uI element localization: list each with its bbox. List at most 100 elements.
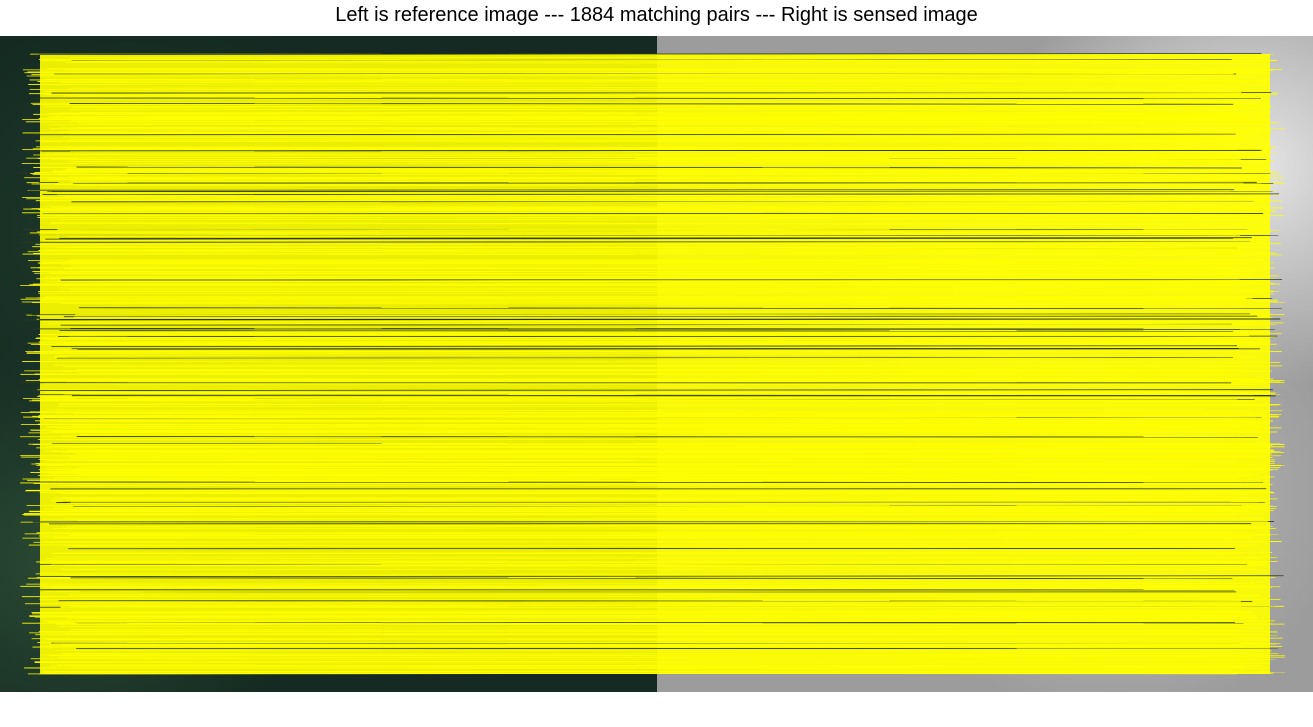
match-line	[74, 451, 1285, 454]
match-line	[69, 101, 1241, 104]
match-line	[45, 557, 1260, 560]
match-line	[30, 658, 1245, 660]
match-line	[69, 86, 1239, 89]
match-line	[69, 457, 1273, 459]
match-line	[65, 260, 1251, 263]
match-line	[56, 405, 1271, 407]
match-line	[34, 172, 1234, 174]
match-line	[78, 523, 1244, 526]
match-line	[20, 423, 1268, 426]
match-line	[77, 466, 1232, 469]
match-line	[72, 610, 1240, 612]
match-line	[43, 91, 1242, 93]
match-line	[42, 415, 1279, 418]
match-line	[79, 111, 1268, 114]
match-line	[22, 211, 1258, 214]
match-line	[38, 157, 1236, 159]
match-line	[70, 120, 1259, 122]
match-line	[28, 84, 1267, 86]
match-line	[34, 373, 1249, 375]
match-line	[57, 427, 1282, 429]
match-line	[26, 505, 1277, 507]
match-line	[57, 484, 1243, 486]
match-line	[68, 121, 1280, 123]
match-line	[41, 396, 1255, 399]
match-line	[28, 544, 1251, 547]
match-line	[68, 630, 1246, 632]
match-line	[64, 195, 1255, 197]
match-line	[74, 450, 1281, 453]
match-line	[69, 235, 1241, 238]
match-line	[49, 128, 1234, 130]
match-line	[49, 654, 1248, 657]
match-line	[22, 361, 1280, 363]
match-line	[38, 340, 1272, 343]
match-line	[47, 409, 1283, 412]
match-line	[35, 243, 1240, 245]
match-line	[65, 147, 1257, 149]
match-line	[31, 207, 1270, 210]
match-line	[31, 389, 1273, 391]
match-line	[34, 660, 1245, 663]
match-line	[54, 183, 1262, 186]
match-line	[49, 123, 1270, 126]
match-line	[26, 352, 1236, 355]
match-line	[32, 246, 1270, 248]
match-line	[23, 575, 1284, 578]
match-line	[29, 79, 1231, 82]
figure-title: Left is reference image --- 1884 matchin…	[335, 4, 978, 26]
match-line	[70, 577, 1233, 579]
match-line	[75, 179, 1265, 181]
match-line	[59, 237, 1252, 239]
match-line	[60, 508, 1277, 510]
match-line	[29, 481, 1264, 483]
match-line	[72, 106, 1259, 109]
match-line	[60, 493, 1249, 495]
match-line	[21, 595, 1261, 598]
match-line	[37, 217, 1259, 219]
match-line	[76, 184, 1275, 187]
match-line	[58, 341, 1261, 344]
match-line	[61, 496, 1245, 499]
match-line	[45, 237, 1234, 240]
match-line	[53, 209, 1245, 211]
match-line	[44, 334, 1249, 337]
match-line	[53, 364, 1283, 367]
match-line	[56, 356, 1233, 359]
match-line	[50, 223, 1261, 225]
match-line	[37, 641, 1281, 644]
match-line	[34, 420, 1262, 423]
match-line	[50, 474, 1261, 476]
match-line	[55, 246, 1243, 249]
match-line	[68, 672, 1238, 675]
match-line	[51, 563, 1267, 566]
match-line	[79, 434, 1234, 436]
match-line	[37, 474, 1242, 477]
match-line	[70, 265, 1235, 267]
match-line	[43, 587, 1270, 590]
match-line	[21, 300, 1278, 303]
match-line	[60, 644, 1245, 647]
match-line	[68, 176, 1277, 179]
match-line	[67, 168, 1247, 170]
match-line	[76, 520, 1268, 522]
match-line	[33, 483, 1273, 485]
match-line	[42, 193, 1280, 195]
match-line	[24, 177, 1263, 179]
match-line	[22, 119, 1264, 121]
match-line	[67, 455, 1256, 458]
match-line	[63, 343, 1265, 346]
match-line	[62, 117, 1249, 120]
match-line	[51, 115, 1246, 117]
match-line	[22, 398, 1236, 400]
match-line	[70, 327, 1275, 330]
match-line	[46, 117, 1264, 119]
match-line	[32, 645, 1283, 648]
match-line	[48, 620, 1232, 623]
match-line	[32, 394, 1272, 396]
match-line	[60, 81, 1267, 84]
match-line	[39, 318, 1281, 320]
match-line	[65, 62, 1267, 64]
match-figure	[0, 36, 1313, 692]
match-line	[59, 126, 1285, 129]
